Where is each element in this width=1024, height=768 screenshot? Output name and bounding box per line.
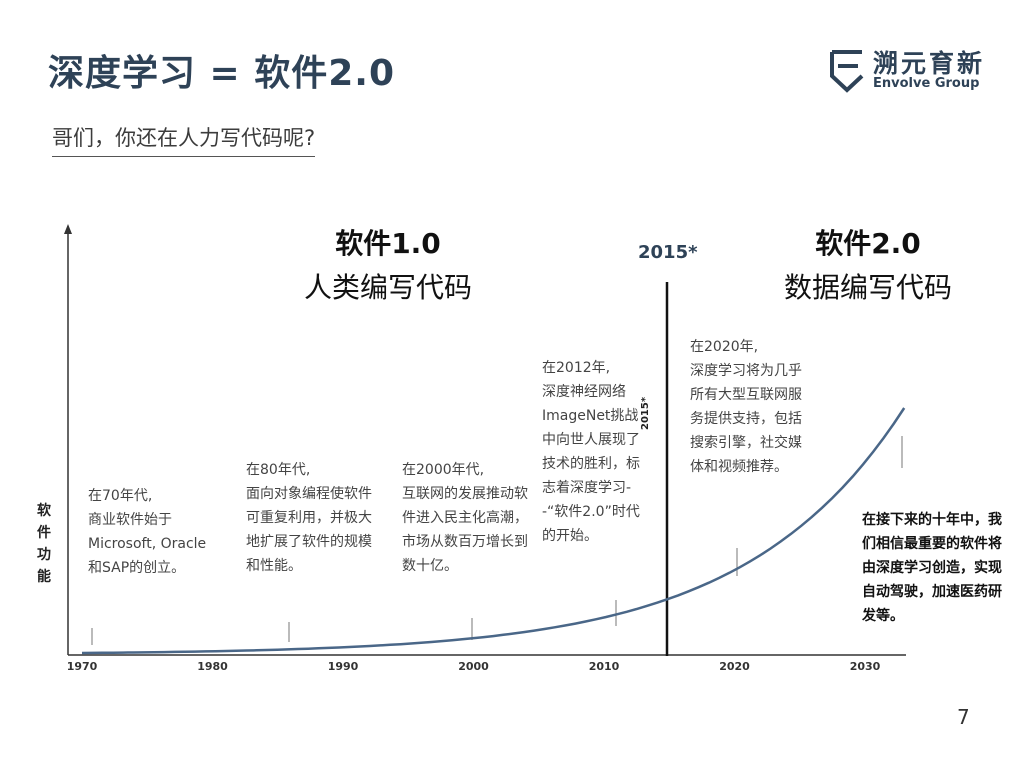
x-tick-label: 1970	[67, 660, 98, 673]
event-2000s: 在2000年代, 互联网的发展推动软件进入民主化高潮，市场从数百万增长到数十亿。	[402, 458, 530, 578]
event-year: 在2020年,	[690, 339, 759, 355]
event-text: 商业软件始于Microsoft, Oracle和SAP的创立。	[88, 512, 207, 576]
event-text: 深度神经网络ImageNet挑战中向世人展现了技术的胜利，标志着深度学习--“软…	[542, 384, 640, 544]
event-2012: 在2012年, 深度神经网络ImageNet挑战中向世人展现了技术的胜利，标志着…	[542, 356, 642, 548]
event-text: 面向对象编程使软件可重复利用，并极大地扩展了软件的规模和性能。	[246, 486, 372, 574]
x-tick-label: 2020	[719, 660, 750, 673]
x-tick-label: 1980	[197, 660, 228, 673]
conclusion-note: 在接下来的十年中，我们相信最重要的软件将由深度学习创造，实现自动驾驶，加速医药研…	[862, 512, 1002, 624]
x-tick-label: 2030	[850, 660, 881, 673]
era2-subtitle: 数据编写代码	[783, 271, 952, 304]
event-1970s: 在70年代, 商业软件始于Microsoft, Oracle和SAP的创立。	[88, 484, 216, 580]
event-text: 互联网的发展推动软件进入民主化高潮，市场从数百万增长到数十亿。	[402, 486, 528, 574]
era1-title: 软件1.0	[335, 227, 441, 260]
brand-logo-icon	[830, 50, 864, 93]
brand-name-cn: 溯元育新	[873, 49, 986, 78]
era1-subtitle: 人类编写代码	[303, 271, 472, 304]
x-tick-label: 2010	[589, 660, 620, 673]
event-year: 在80年代,	[246, 462, 311, 478]
y-axis-label: 软件功能	[37, 503, 51, 585]
page-subtitle: 哥们，你还在人力写代码呢?	[52, 122, 316, 157]
growth-curve	[81, 407, 906, 655]
event-year: 在2000年代,	[402, 462, 485, 478]
milestone-2015-label: 2015*	[638, 242, 698, 263]
event-year: 在70年代,	[88, 488, 153, 504]
event-year: 在2012年,	[542, 360, 611, 376]
x-tick-label: 2000	[458, 660, 489, 673]
era2-title: 软件2.0	[815, 227, 921, 260]
y-axis-arrow-icon	[64, 224, 72, 234]
page-number: 7	[957, 705, 970, 729]
brand-name-en: Envolve Group	[873, 76, 980, 91]
event-text: 深度学习将为几乎所有大型互联网服务提供支持，包括搜索引擎，社交媒体和视频推荐。	[690, 363, 802, 475]
x-tick-label: 1990	[328, 660, 359, 673]
event-2020: 在2020年, 深度学习将为几乎所有大型互联网服务提供支持，包括搜索引擎，社交媒…	[690, 335, 806, 479]
page-title: 深度学习 = 软件2.0	[48, 53, 396, 94]
event-1980s: 在80年代, 面向对象编程使软件可重复利用，并极大地扩展了软件的规模和性能。	[246, 458, 378, 578]
